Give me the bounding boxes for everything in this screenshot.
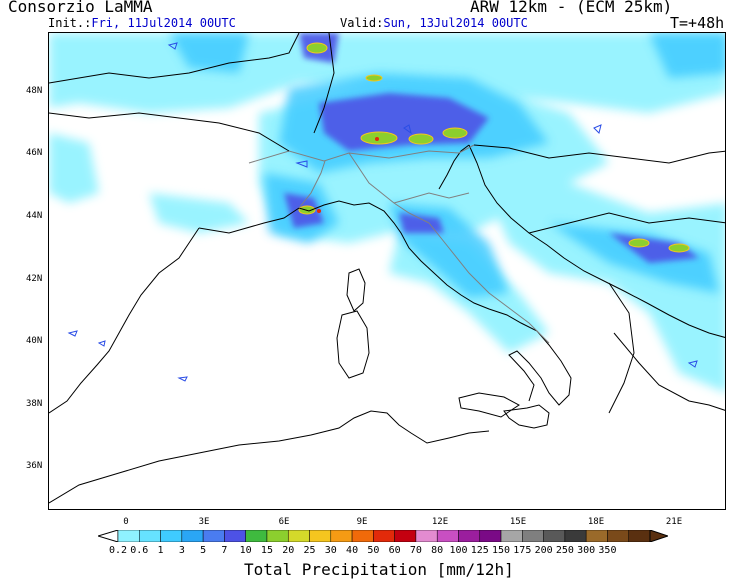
colorbar-swatch <box>394 530 417 542</box>
lon-label: 0 <box>123 517 129 527</box>
colorbar-label: 125 <box>470 545 489 556</box>
colorbar-label: 1 <box>157 545 164 556</box>
colorbar-label: 0.6 <box>130 545 149 556</box>
colorbar-swatch <box>628 530 651 542</box>
colorbar-label: 150 <box>492 545 511 556</box>
colorbar-swatch <box>160 530 183 542</box>
lat-label: 40N <box>26 336 43 346</box>
colorbar-swatch <box>330 530 353 542</box>
colorbar-swatch <box>607 530 629 542</box>
colorbar-label: 7 <box>221 545 228 556</box>
valid-time: Valid:Sun, 13Jul2014 00UTC <box>340 16 528 30</box>
colorbar-swatch <box>117 530 140 542</box>
lat-label: 46N <box>26 148 43 158</box>
colorbar-label: 30 <box>324 545 337 556</box>
forecast-hour: T=+48h <box>670 14 725 32</box>
colorbar-swatch <box>500 530 523 542</box>
colorbar-swatch <box>415 530 438 542</box>
lon-label: 18E <box>587 517 605 527</box>
colorbar-swatch <box>351 530 374 542</box>
coastline <box>49 33 725 504</box>
colorbar-label: 250 <box>555 545 574 556</box>
colorbar-label: 100 <box>449 545 468 556</box>
colorbar-label: 5 <box>200 545 207 556</box>
colorbar-label: 20 <box>282 545 295 556</box>
colorbar-swatch <box>564 530 587 542</box>
init-value: Fri, 11Jul2014 00UTC <box>91 16 236 30</box>
colorbar-label: 80 <box>431 545 444 556</box>
lon-label: 21E <box>665 517 683 527</box>
colorbar-swatch <box>287 530 310 542</box>
colorbar-swatch <box>309 530 332 542</box>
colorbar-swatch <box>202 530 225 542</box>
colorbar-label: 300 <box>577 545 596 556</box>
colorbar-swatch <box>543 530 566 542</box>
colorbar-label: 40 <box>346 545 359 556</box>
lon-label: 3E <box>198 517 210 527</box>
lat-label: 42N <box>26 274 43 284</box>
colorbar-swatch <box>373 530 395 542</box>
valid-prefix: Valid: <box>340 16 384 30</box>
colorbar-swatch <box>245 530 268 542</box>
precipitation-colorbar <box>98 530 668 542</box>
colorbar-label: 175 <box>513 545 532 556</box>
init-time: Init.:Fri, 11Jul2014 00UTC <box>48 16 236 30</box>
precip-peak <box>317 137 379 213</box>
colorbar-low-arrow <box>98 530 119 542</box>
model-provider-title: Consorzio LaMMA <box>8 0 153 16</box>
colorbar-swatch <box>479 530 502 542</box>
colorbar-swatch <box>522 530 544 542</box>
precipitation-map <box>48 32 726 510</box>
colorbar-swatch <box>458 530 481 542</box>
lat-label: 44N <box>26 211 43 221</box>
lat-label: 36N <box>26 461 43 471</box>
lat-label: 38N <box>26 399 43 409</box>
colorbar-label: 3 <box>178 545 185 556</box>
valid-value: Sun, 13Jul2014 00UTC <box>383 16 528 30</box>
colorbar-swatch <box>436 530 459 542</box>
colorbar-label: 50 <box>367 545 380 556</box>
country-borders <box>248 144 550 344</box>
colorbar-label: 15 <box>260 545 273 556</box>
colorbar-label: 200 <box>534 545 553 556</box>
colorbar-label: 60 <box>388 545 401 556</box>
colorbar-label: 70 <box>409 545 422 556</box>
colorbar-swatch <box>181 530 204 542</box>
colorbar-high-arrow <box>649 530 668 542</box>
colorbar-swatch <box>266 530 289 542</box>
lat-label: 48N <box>26 86 43 96</box>
colorbar-swatch <box>224 530 246 542</box>
colorbar-label: 350 <box>598 545 617 556</box>
lakes <box>67 42 698 382</box>
national-borders <box>49 33 725 414</box>
init-prefix: Init.: <box>48 16 92 30</box>
lon-label: 12E <box>431 517 449 527</box>
lon-label: 9E <box>356 517 368 527</box>
lon-label: 15E <box>509 517 527 527</box>
colorbar-label: 0.2 <box>108 545 128 556</box>
colorbar-title: Total Precipitation [mm/12h] <box>244 560 514 579</box>
colorbar-label: 25 <box>303 545 316 556</box>
model-run-title: ARW 12km - (ECM 25km) <box>470 0 673 16</box>
colorbar-label: 10 <box>239 545 252 556</box>
lon-label: 6E <box>278 517 290 527</box>
colorbar-swatch <box>139 530 161 542</box>
colorbar-swatch <box>585 530 608 542</box>
